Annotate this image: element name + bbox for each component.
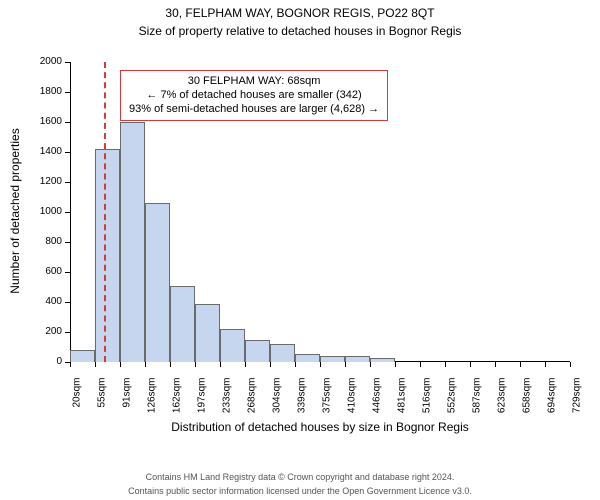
y-tick bbox=[65, 92, 70, 93]
annotation-line-3: 93% of semi-detached houses are larger (… bbox=[129, 103, 379, 117]
y-tick-label: 600 bbox=[22, 266, 62, 277]
histogram-bar bbox=[245, 340, 270, 363]
histogram-bar bbox=[170, 286, 195, 363]
y-tick-label: 2000 bbox=[22, 56, 62, 67]
histogram-bar bbox=[220, 329, 245, 362]
annotation-line-2: ← 7% of detached houses are smaller (342… bbox=[129, 89, 379, 103]
x-tick bbox=[345, 362, 346, 367]
histogram-bar bbox=[95, 149, 120, 362]
x-tick bbox=[370, 362, 371, 367]
histogram-bar bbox=[195, 304, 220, 363]
x-tick bbox=[320, 362, 321, 367]
plot-area: 020040060080010001200140016001800200020s… bbox=[70, 62, 570, 362]
x-tick bbox=[545, 362, 546, 367]
x-tick bbox=[145, 362, 146, 367]
x-tick bbox=[245, 362, 246, 367]
annotation-box: 30 FELPHAM WAY: 68sqm← 7% of detached ho… bbox=[120, 70, 388, 121]
histogram-bar bbox=[145, 203, 170, 362]
chart-subtitle: Size of property relative to detached ho… bbox=[0, 24, 600, 38]
y-tick bbox=[65, 332, 70, 333]
y-tick-label: 1600 bbox=[22, 116, 62, 127]
y-tick bbox=[65, 272, 70, 273]
y-tick-label: 200 bbox=[22, 326, 62, 337]
x-tick bbox=[70, 362, 71, 367]
x-tick bbox=[270, 362, 271, 367]
reference-line bbox=[104, 62, 106, 362]
x-tick bbox=[195, 362, 196, 367]
chart-container: { "title": "30, FELPHAM WAY, BOGNOR REGI… bbox=[0, 0, 600, 500]
chart-title: 30, FELPHAM WAY, BOGNOR REGIS, PO22 8QT bbox=[0, 6, 600, 20]
annotation-line-1: 30 FELPHAM WAY: 68sqm bbox=[129, 75, 379, 89]
histogram-bar bbox=[120, 122, 145, 362]
x-tick bbox=[170, 362, 171, 367]
footer-copyright: Contains HM Land Registry data © Crown c… bbox=[0, 472, 600, 482]
x-axis-label: Distribution of detached houses by size … bbox=[70, 420, 570, 434]
x-tick bbox=[295, 362, 296, 367]
x-tick bbox=[570, 362, 571, 367]
y-tick bbox=[65, 62, 70, 63]
histogram-bar bbox=[270, 344, 295, 362]
y-tick bbox=[65, 182, 70, 183]
footer-licence: Contains public sector information licen… bbox=[0, 486, 600, 496]
x-tick bbox=[220, 362, 221, 367]
y-tick-label: 0 bbox=[22, 356, 62, 367]
y-tick-label: 1200 bbox=[22, 176, 62, 187]
x-tick bbox=[420, 362, 421, 367]
histogram-bar bbox=[345, 356, 370, 362]
y-tick-label: 1000 bbox=[22, 206, 62, 217]
histogram-bar bbox=[320, 356, 345, 362]
y-tick bbox=[65, 212, 70, 213]
x-tick bbox=[520, 362, 521, 367]
y-axis-line bbox=[70, 62, 71, 362]
histogram-bar bbox=[70, 350, 95, 362]
y-tick bbox=[65, 122, 70, 123]
x-tick bbox=[445, 362, 446, 367]
y-axis-label: Number of detached properties bbox=[8, 61, 22, 361]
histogram-bar bbox=[370, 358, 395, 363]
y-tick bbox=[65, 242, 70, 243]
x-tick-label: 729sqm bbox=[572, 378, 583, 438]
x-tick bbox=[495, 362, 496, 367]
histogram-bar bbox=[295, 354, 320, 362]
y-tick bbox=[65, 152, 70, 153]
x-tick bbox=[395, 362, 396, 367]
y-tick-label: 400 bbox=[22, 296, 62, 307]
y-tick-label: 1800 bbox=[22, 86, 62, 97]
x-tick bbox=[120, 362, 121, 367]
y-tick-label: 800 bbox=[22, 236, 62, 247]
y-tick bbox=[65, 302, 70, 303]
y-tick-label: 1400 bbox=[22, 146, 62, 157]
x-tick bbox=[95, 362, 96, 367]
x-tick bbox=[470, 362, 471, 367]
